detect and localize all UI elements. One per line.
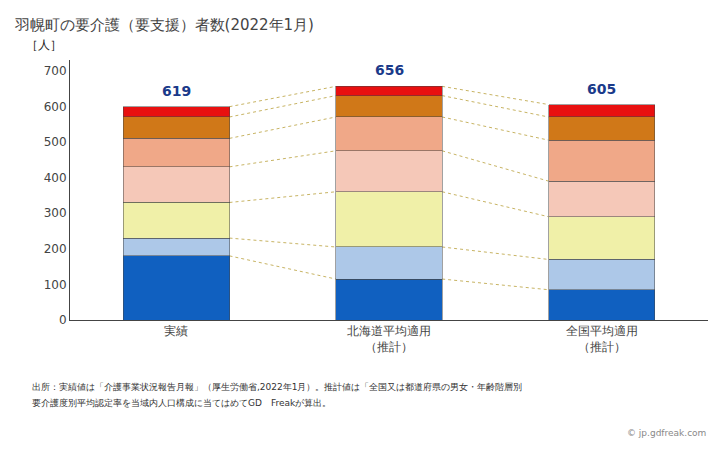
svg-text:全国平均適用（推計）: 全国平均適用（推計） — [566, 324, 638, 354]
svg-text:［人］: ［人］ — [26, 38, 62, 52]
svg-text:619: 619 — [162, 83, 191, 99]
svg-text:羽幌町の要介護（要支援）者数(2022年1月): 羽幌町の要介護（要支援）者数(2022年1月) — [14, 16, 314, 34]
svg-text:600: 600 — [44, 100, 67, 114]
svg-text:要介護度別平均認定率を当域内人口構成に当てはめてGD Fre: 要介護度別平均認定率を当域内人口構成に当てはめてGD Freakが算出。 — [32, 398, 331, 408]
svg-text:605: 605 — [587, 81, 616, 97]
svg-text:500: 500 — [44, 135, 67, 149]
svg-text:200: 200 — [44, 242, 67, 256]
svg-text:© jp.gdfreak.com: © jp.gdfreak.com — [627, 428, 706, 438]
svg-text:実績: 実績 — [164, 324, 188, 338]
svg-text:北海道平均適用（推計）: 北海道平均適用（推計） — [347, 324, 431, 354]
svg-text:0: 0 — [59, 313, 67, 327]
svg-text:400: 400 — [44, 171, 67, 185]
svg-text:100: 100 — [44, 278, 67, 292]
svg-text:出所：実績値は「介護事業状況報告月報」（厚生労働省,2022: 出所：実績値は「介護事業状況報告月報」（厚生労働省,2022年1月）。推計値は「… — [32, 382, 523, 392]
svg-text:700: 700 — [44, 64, 67, 78]
svg-text:300: 300 — [44, 206, 67, 220]
svg-text:656: 656 — [375, 62, 404, 78]
